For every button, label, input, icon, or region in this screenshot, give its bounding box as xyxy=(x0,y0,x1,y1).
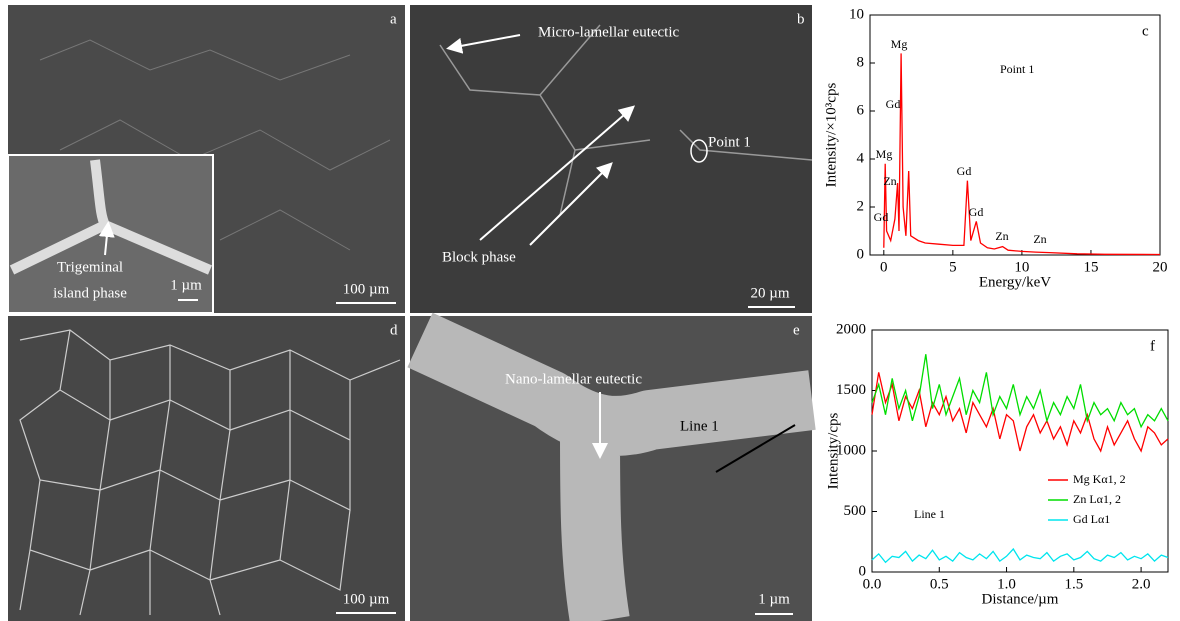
peak-label: Gd xyxy=(969,205,984,219)
legend-label: Mg Kα1, 2 xyxy=(1073,472,1126,486)
figure: a Trigeminal island phase 1 µm 100 µm b … xyxy=(0,0,1180,621)
y-axis-label: Intensity/cps xyxy=(825,413,841,490)
x-tick-label: 5 xyxy=(949,259,957,275)
inset-label: Trigeminal xyxy=(57,259,123,275)
panel-letter: b xyxy=(797,11,805,27)
sem-image xyxy=(8,316,405,621)
scale-label: 1 µm xyxy=(170,277,202,293)
peak-label: Zn xyxy=(1033,232,1046,246)
y-tick-label: 0 xyxy=(859,563,867,579)
y-tick-label: 10 xyxy=(849,6,864,22)
panel-b: b Micro-lamellar eutectic Point 1 Block … xyxy=(410,5,812,313)
panel-letter: e xyxy=(793,322,800,338)
panel-e: e Nano-lamellar eutectic Line 1 1 µm xyxy=(410,316,812,621)
sem-image xyxy=(410,5,812,313)
x-axis-label: Energy/keV xyxy=(979,274,1051,290)
series-line xyxy=(884,53,1160,254)
plot-frame xyxy=(870,15,1160,255)
x-tick-label: 1.0 xyxy=(997,576,1016,592)
panel-a: a Trigeminal island phase 1 µm 100 µm xyxy=(8,5,405,313)
y-tick-label: 2000 xyxy=(836,321,866,337)
peak-label: Gd xyxy=(957,164,972,178)
x-tick-label: 0.5 xyxy=(930,576,949,592)
panel-d: d 100 µm xyxy=(8,316,405,621)
annotation: Line 1 xyxy=(914,507,945,521)
legend-label: Gd Lα1 xyxy=(1073,512,1110,526)
label: Line 1 xyxy=(680,418,719,434)
y-tick-label: 8 xyxy=(857,54,865,70)
peak-label: Mg xyxy=(891,37,908,51)
panel-letter: f xyxy=(1150,338,1155,354)
peak-label: Mg xyxy=(876,147,893,161)
label: Micro-lamellar eutectic xyxy=(538,24,680,40)
label: Nano-lamellar eutectic xyxy=(505,371,642,387)
peak-label: Gd xyxy=(886,97,901,111)
scale-label: 100 µm xyxy=(343,281,390,297)
x-tick-label: 0 xyxy=(880,259,888,275)
scale-label: 100 µm xyxy=(343,591,390,607)
series-line xyxy=(872,354,1168,427)
series-line xyxy=(872,549,1168,562)
label: Point 1 xyxy=(708,134,751,150)
label: Block phase xyxy=(442,249,516,265)
y-tick-label: 500 xyxy=(844,503,867,519)
peak-label: Zn xyxy=(883,174,896,188)
y-axis-label: Intensity/×10³cps xyxy=(823,83,839,188)
chart-title: Point 1 xyxy=(1000,62,1034,76)
legend-label: Zn Lα1, 2 xyxy=(1073,492,1121,506)
y-tick-label: 1500 xyxy=(836,382,866,398)
panel-letter: d xyxy=(390,322,398,338)
inset-label: island phase xyxy=(53,285,127,301)
peak-label: Gd xyxy=(874,210,889,224)
panel-letter: a xyxy=(390,11,397,27)
scale-label: 20 µm xyxy=(750,285,789,301)
x-tick-label: 20 xyxy=(1153,259,1168,275)
peak-label: Zn xyxy=(995,229,1008,243)
x-tick-label: 10 xyxy=(1014,259,1029,275)
x-tick-label: 2.0 xyxy=(1132,576,1151,592)
x-tick-label: 1.5 xyxy=(1064,576,1083,592)
y-tick-label: 6 xyxy=(857,102,865,118)
panel-letter: c xyxy=(1142,23,1149,39)
x-axis-label: Distance/µm xyxy=(982,591,1059,607)
y-tick-label: 2 xyxy=(857,198,865,214)
x-tick-label: 15 xyxy=(1083,259,1098,275)
y-tick-label: 0 xyxy=(857,246,865,262)
scale-label: 1 µm xyxy=(758,591,790,607)
y-tick-label: 4 xyxy=(857,150,865,166)
